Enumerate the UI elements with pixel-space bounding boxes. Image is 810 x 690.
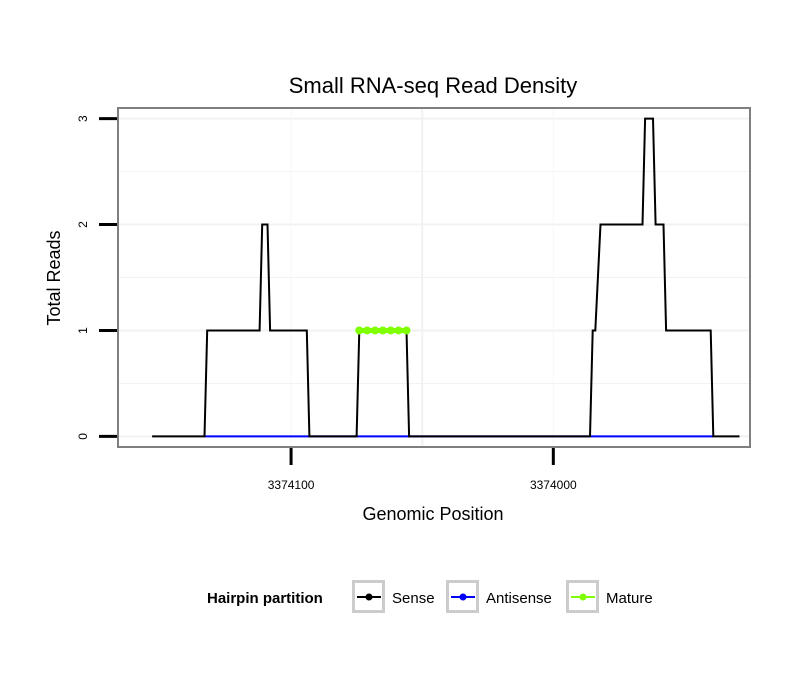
mature-point (402, 326, 411, 335)
legend-label-sense: Sense (392, 590, 435, 607)
x-tick-label: 3374100 (268, 478, 315, 492)
grid (118, 108, 750, 447)
legend-title: Hairpin partition (207, 590, 323, 607)
series-line-sense (152, 117, 740, 438)
legend-label-mature: Mature (606, 590, 653, 607)
y-tick-label: 1 (76, 327, 90, 334)
mature-point (394, 326, 403, 335)
mature-point (355, 326, 364, 335)
mature-point (386, 326, 395, 335)
mature-point (370, 326, 379, 335)
axes: 0 1 2 3 3374100 3374000 (76, 115, 577, 492)
legend: Hairpin partition Sense Antisense Mature (207, 580, 653, 613)
x-axis-title: Genomic Position (362, 504, 503, 524)
legend-key-point (579, 593, 587, 601)
y-tick-label: 0 (76, 433, 90, 440)
legend-key-point (365, 593, 373, 601)
legend-label-antisense: Antisense (486, 590, 552, 607)
y-tick-label: 3 (76, 115, 90, 122)
mature-point (378, 326, 387, 335)
x-tick-label: 3374000 (530, 478, 577, 492)
legend-key-point (459, 593, 467, 601)
y-axis-title: Total Reads (44, 230, 64, 325)
panel-border (117, 107, 751, 448)
series-layer (152, 117, 740, 438)
mature-point (363, 326, 372, 335)
y-tick-label: 2 (76, 221, 90, 228)
chart-title: Small RNA-seq Read Density (289, 73, 578, 98)
